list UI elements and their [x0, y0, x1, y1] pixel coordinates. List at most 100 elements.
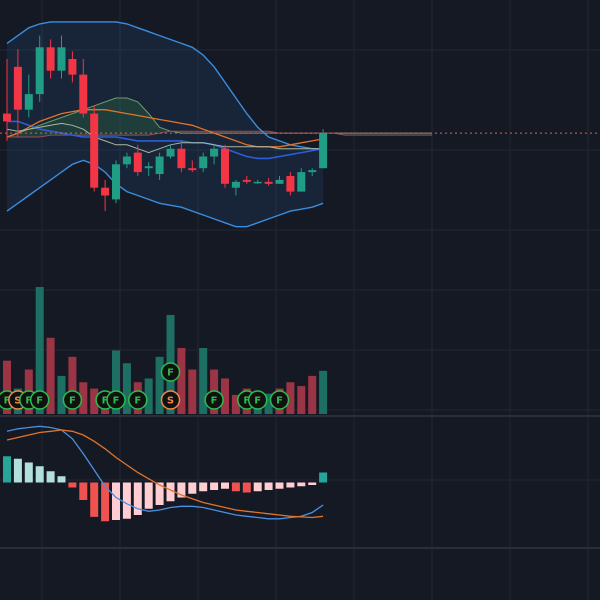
- candle[interactable]: [308, 170, 317, 173]
- volume-bar[interactable]: [57, 375, 66, 414]
- volume-bar[interactable]: [264, 393, 273, 414]
- candle[interactable]: [3, 113, 11, 122]
- macd-panel[interactable]: [3, 425, 328, 522]
- candle[interactable]: [144, 166, 153, 169]
- candle[interactable]: [122, 156, 131, 165]
- panel-separators[interactable]: [0, 415, 600, 549]
- volume-panel[interactable]: F S F F F F F F SFF F F F: [0, 287, 328, 415]
- volume-bar[interactable]: [144, 378, 153, 414]
- macd-histogram-bar[interactable]: [221, 482, 229, 489]
- candle[interactable]: [253, 181, 262, 184]
- candle[interactable]: [57, 47, 66, 71]
- candle[interactable]: [188, 168, 197, 171]
- volume-bar[interactable]: [112, 350, 120, 415]
- fire-signal-marker[interactable]: F: [29, 390, 50, 410]
- volume-bar[interactable]: [188, 369, 197, 414]
- candles[interactable]: [3, 35, 328, 212]
- candle[interactable]: [68, 59, 77, 75]
- macd-histogram-bar[interactable]: [286, 482, 295, 488]
- macd-histogram-bar[interactable]: [24, 462, 33, 483]
- candle[interactable]: [210, 148, 219, 157]
- candle[interactable]: [112, 164, 120, 200]
- macd-histogram-bar[interactable]: [90, 482, 99, 517]
- macd-histogram-bar[interactable]: [46, 471, 55, 483]
- volume-bar[interactable]: [46, 337, 55, 414]
- candle[interactable]: [46, 47, 55, 71]
- lagging-span-line: [6, 122, 324, 154]
- candle[interactable]: [177, 148, 186, 169]
- macd-histogram-bar[interactable]: [199, 482, 208, 492]
- fire-signal-marker[interactable]: F: [269, 390, 290, 410]
- fire-signal-marker[interactable]: F: [204, 390, 224, 410]
- fire-signal-marker[interactable]: F: [128, 390, 148, 410]
- volume-bar[interactable]: [231, 394, 240, 414]
- macd-histogram-bar[interactable]: [79, 482, 88, 501]
- macd-histogram-bar[interactable]: [188, 482, 197, 494]
- candle[interactable]: [275, 179, 284, 184]
- candle[interactable]: [155, 156, 164, 175]
- macd-histogram-bar[interactable]: [308, 482, 317, 486]
- macd-histogram-bar[interactable]: [68, 482, 77, 488]
- fire-signal-marker[interactable]: F: [160, 362, 181, 382]
- volume-bar[interactable]: [90, 388, 99, 414]
- candle[interactable]: [199, 156, 208, 169]
- macd-histogram-bar[interactable]: [101, 482, 110, 522]
- candle[interactable]: [242, 179, 251, 182]
- fire-signal-marker[interactable]: F: [106, 390, 126, 410]
- price-panel[interactable]: [0, 21, 600, 228]
- macd-histogram-bar[interactable]: [166, 482, 175, 502]
- candle[interactable]: [166, 148, 175, 157]
- volume-bar[interactable]: [297, 386, 306, 414]
- candle[interactable]: [221, 148, 229, 184]
- candle[interactable]: [90, 113, 99, 188]
- candle[interactable]: [319, 133, 328, 169]
- candle[interactable]: [231, 181, 240, 188]
- macd-histogram-bar[interactable]: [297, 482, 306, 487]
- volume-bar[interactable]: [308, 375, 317, 414]
- volume-bar[interactable]: [68, 356, 77, 414]
- volume-bar[interactable]: [177, 347, 186, 414]
- macd-histogram-bar[interactable]: [3, 456, 11, 483]
- volume-bar[interactable]: [3, 360, 11, 414]
- volume-bar[interactable]: [199, 347, 208, 414]
- macd-histogram-bar[interactable]: [122, 482, 131, 519]
- macd-histogram-bar[interactable]: [112, 482, 120, 521]
- volume-bar[interactable]: [319, 370, 328, 414]
- volume-bar[interactable]: [286, 382, 295, 414]
- macd-histogram-bar[interactable]: [177, 482, 186, 498]
- candle[interactable]: [24, 94, 33, 110]
- candle[interactable]: [35, 47, 44, 95]
- macd-histogram-bar[interactable]: [319, 472, 328, 483]
- fire-signal-marker[interactable]: F: [247, 390, 268, 410]
- volume-bar[interactable]: [122, 363, 131, 414]
- fire-signal-marker[interactable]: F: [62, 390, 83, 410]
- candle[interactable]: [13, 66, 22, 110]
- macd-histogram-bar[interactable]: [13, 458, 22, 483]
- volume-bar[interactable]: [79, 382, 88, 414]
- macd-histogram[interactable]: [3, 456, 328, 522]
- macd-histogram-bar[interactable]: [133, 482, 142, 516]
- candle[interactable]: [286, 176, 295, 192]
- macd-histogram-bar[interactable]: [144, 482, 153, 509]
- volume-bar[interactable]: [221, 378, 229, 414]
- macd-histogram-bar[interactable]: [57, 476, 66, 483]
- candle[interactable]: [79, 74, 88, 114]
- macd-histogram-bar[interactable]: [275, 482, 284, 489]
- candle[interactable]: [133, 152, 142, 173]
- signal-markers[interactable]: F S F F F F F F SFF F F F: [0, 362, 290, 410]
- candle[interactable]: [264, 181, 273, 184]
- candle[interactable]: [297, 172, 306, 192]
- macd-histogram-bar[interactable]: [210, 482, 219, 491]
- candle[interactable]: [101, 187, 110, 196]
- macd-histogram-bar[interactable]: [253, 482, 262, 492]
- macd-histogram-bar[interactable]: [231, 482, 240, 492]
- sell-signal-marker[interactable]: S: [160, 390, 181, 410]
- volume-bar[interactable]: [35, 287, 44, 414]
- macd-histogram-bar[interactable]: [242, 482, 251, 493]
- macd-histogram-bar[interactable]: [264, 482, 273, 491]
- macd-histogram-bar[interactable]: [155, 482, 164, 506]
- macd-histogram-bar[interactable]: [35, 466, 44, 483]
- volume-bar[interactable]: [155, 356, 164, 414]
